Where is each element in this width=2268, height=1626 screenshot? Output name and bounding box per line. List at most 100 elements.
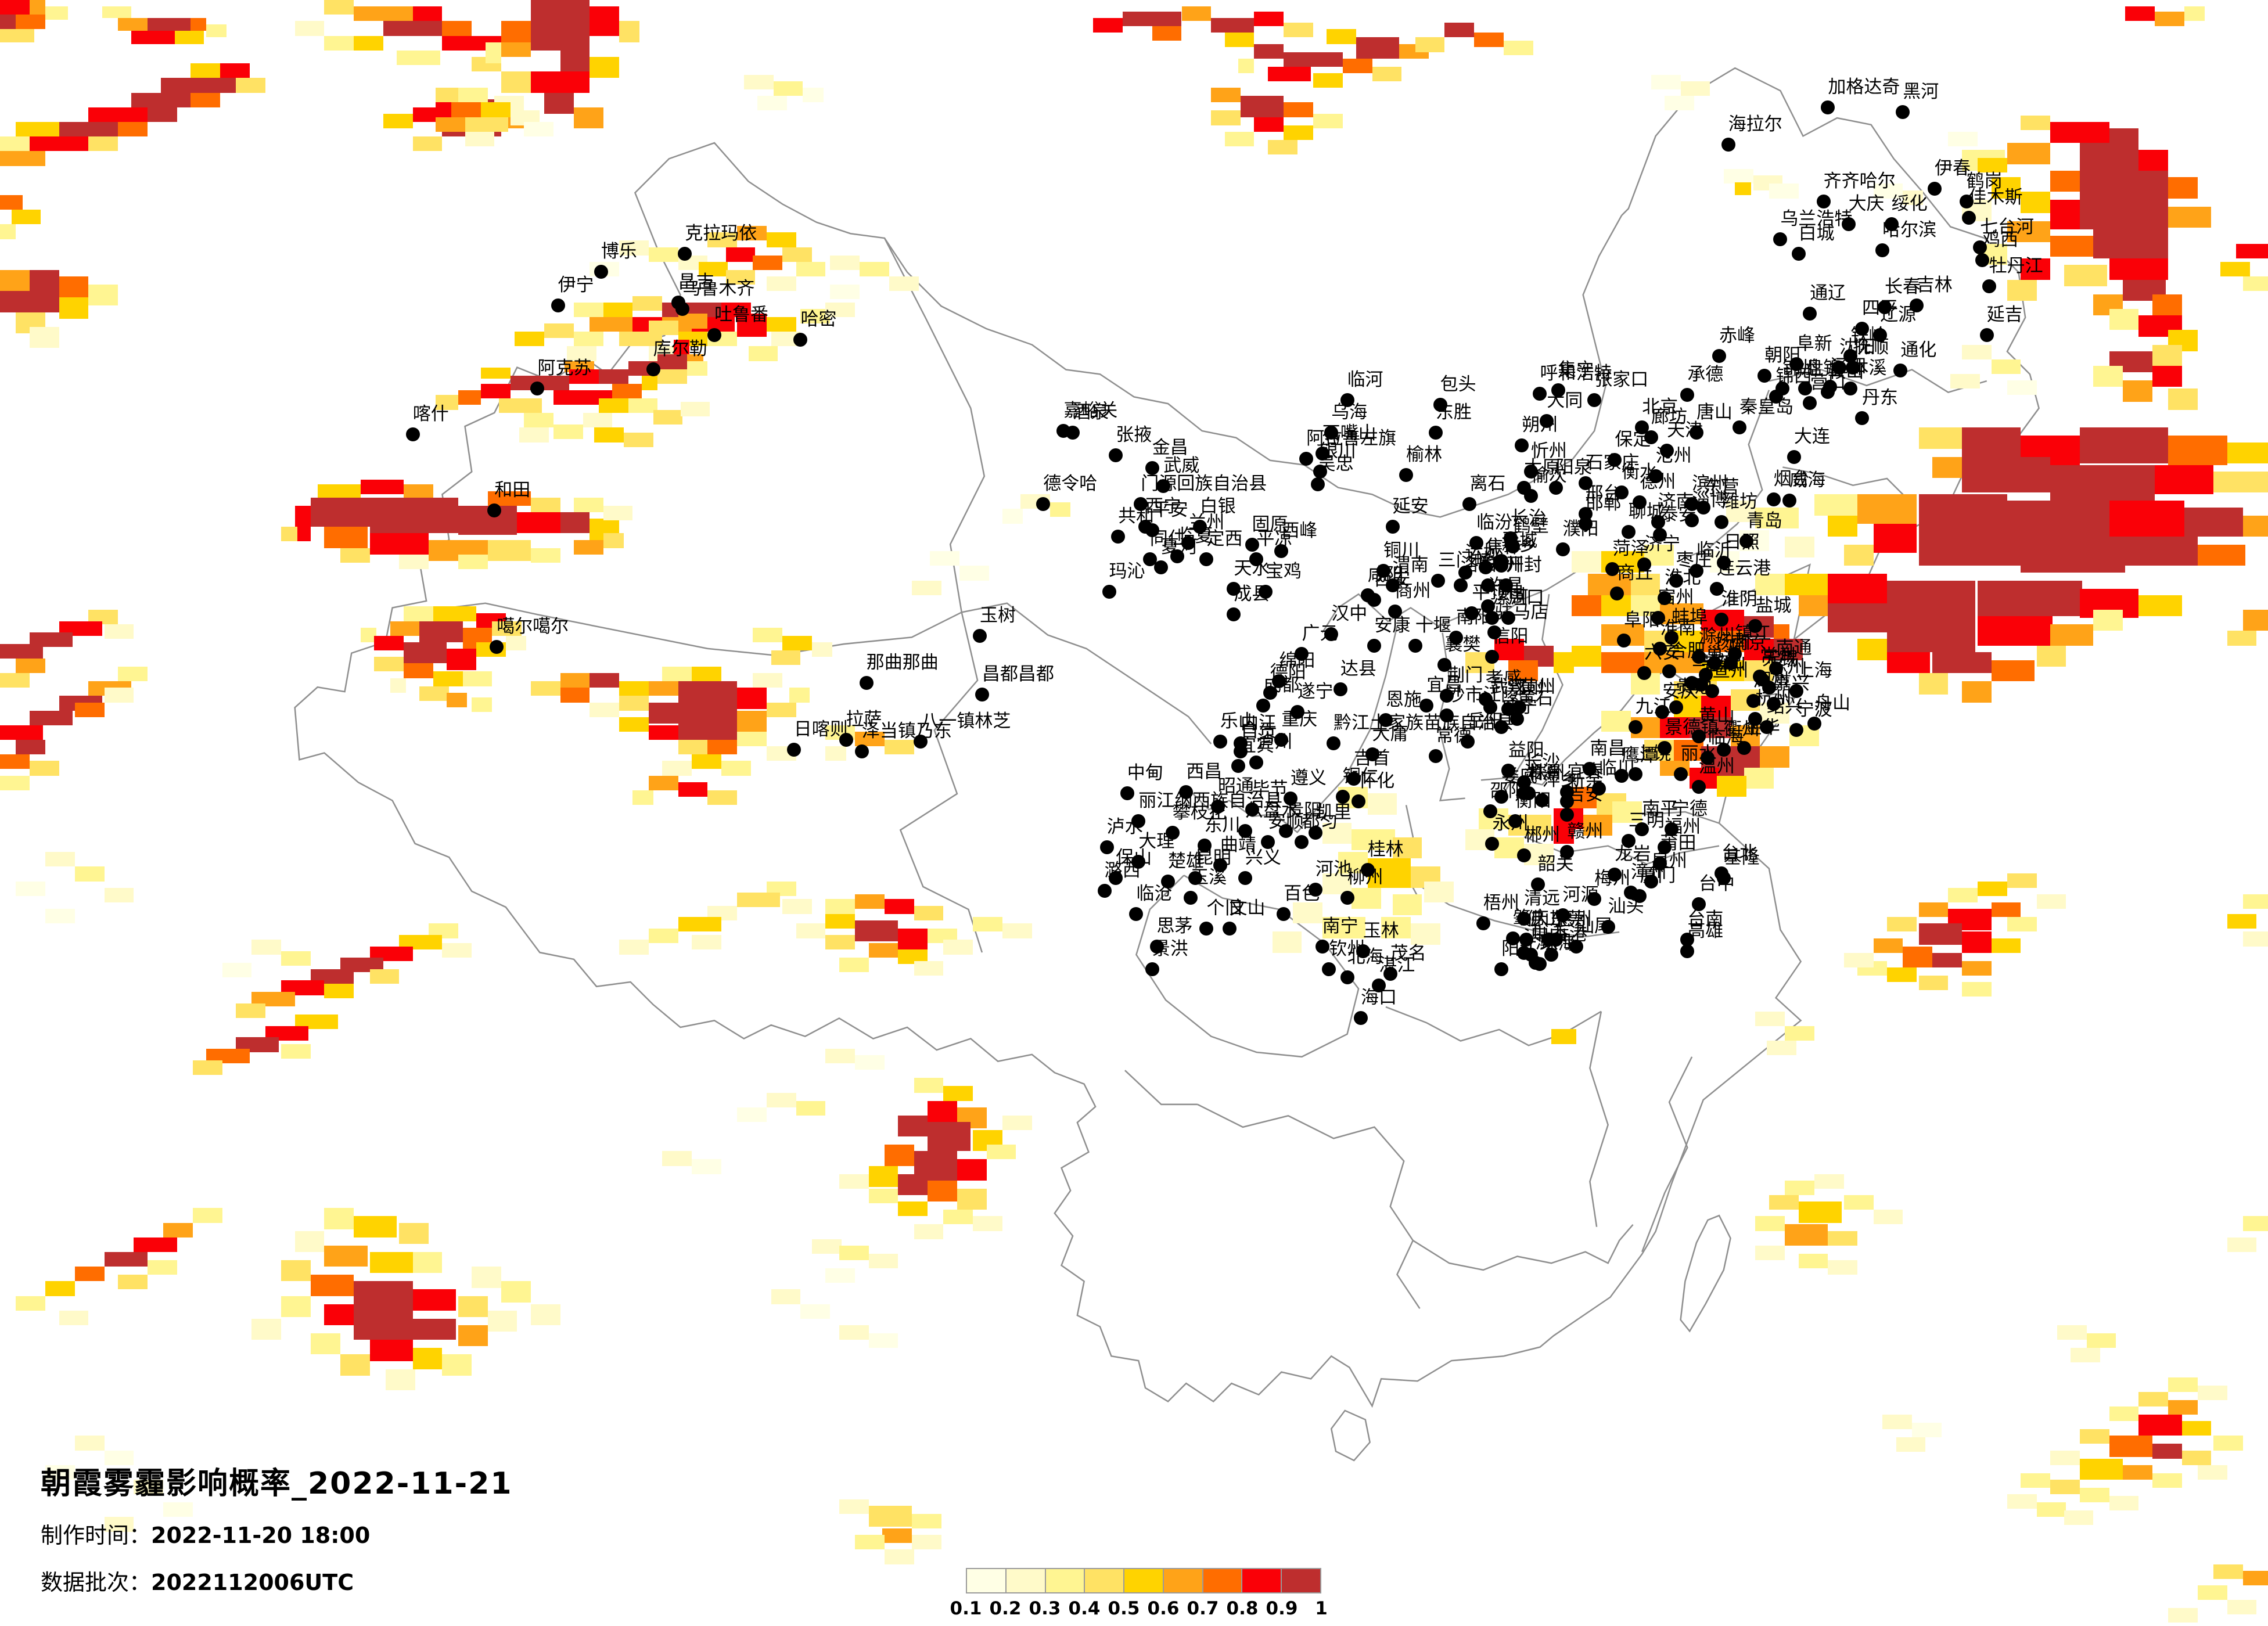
city-marker: 榆次 <box>1523 467 1567 503</box>
heat-cell <box>594 427 624 443</box>
city-marker: 噶尔噶尔 <box>490 618 569 654</box>
city-dot <box>1299 451 1314 466</box>
city-dot <box>1979 328 1994 342</box>
city-label: 乌海 <box>1331 401 1368 423</box>
city-dot <box>1855 411 1869 425</box>
heat-cell <box>825 913 856 929</box>
heat-cell <box>222 962 252 977</box>
city-label: 博乐 <box>601 240 637 262</box>
heat-cell <box>1651 74 1681 89</box>
heat-cell <box>1367 858 1411 888</box>
city-marker: 丹东 <box>1855 388 1898 425</box>
city-marker: 十堰 <box>1408 616 1451 653</box>
heat-cell <box>0 754 30 769</box>
heat-cell <box>1660 603 1703 625</box>
city-marker: 吉安 <box>1560 785 1603 822</box>
heat-cell <box>324 1245 368 1267</box>
heat-cell <box>501 71 531 93</box>
heat-cell <box>868 943 898 958</box>
city-label: 海口 <box>1361 987 1397 1008</box>
heat-cell <box>383 114 413 129</box>
city-dot <box>1662 664 1677 679</box>
city-dot <box>1099 840 1114 854</box>
heat-cell <box>530 71 590 93</box>
heat-cell <box>943 940 973 955</box>
city-dot <box>1628 767 1642 781</box>
city-dot <box>1587 892 1602 906</box>
heat-cell <box>2007 221 2051 243</box>
city-label: 东胜 <box>1435 401 1472 423</box>
heat-cell <box>59 297 89 319</box>
legend-tick-label: 0.8 <box>1226 1598 1259 1619</box>
heat-cell <box>2236 244 2268 259</box>
city-dot <box>1385 520 1400 534</box>
city-label: 玉林 <box>1363 920 1399 941</box>
heat-cell <box>29 761 59 776</box>
city-marker: 泽当镇乃东 <box>854 722 952 758</box>
heat-cell <box>653 409 683 425</box>
city-marker: 烟台 <box>1766 470 1810 506</box>
heat-cell <box>2184 6 2205 21</box>
city-label: 临沧 <box>1136 883 1173 904</box>
city-marker: 乌鲁木齐 <box>675 280 754 316</box>
city-label: 潍坊 <box>1721 491 1757 512</box>
heat-cell <box>648 775 678 790</box>
heat-cell <box>515 332 545 347</box>
city-dot <box>1975 253 1989 267</box>
heat-cell <box>530 0 590 21</box>
city-dot <box>1712 349 1726 364</box>
heat-cell <box>485 42 501 64</box>
heat-cell <box>74 1436 105 1451</box>
city-label: 青岛 <box>1746 510 1782 532</box>
city-label: 成都 <box>1263 675 1300 696</box>
legend-tick-label: 0.6 <box>1147 1598 1180 1619</box>
city-dot <box>1533 386 1547 401</box>
city-label: 沧州 <box>1655 445 1692 467</box>
city-label: 鸡西 <box>1982 229 2018 250</box>
city-marker: 喀什 <box>405 405 449 441</box>
heat-cell <box>573 107 603 129</box>
province-boundary-line <box>1641 1056 1693 1253</box>
heat-cell <box>648 928 678 943</box>
heat-cell <box>294 21 325 36</box>
heat-cell <box>465 131 495 146</box>
heat-cell <box>206 24 227 38</box>
city-label: 黔江土家族苗族自治县 <box>1334 712 1514 733</box>
heat-cell <box>251 940 282 955</box>
heat-cell <box>435 395 458 410</box>
city-dot <box>1610 587 1624 600</box>
city-label: 十堰 <box>1415 614 1451 636</box>
city-marker: 夏河 <box>1154 538 1197 575</box>
heat-cell <box>590 317 633 332</box>
heat-cell <box>1267 66 1311 81</box>
heat-cell <box>619 696 649 711</box>
city-marker: 茂名 <box>1383 945 1426 981</box>
heat-cell <box>412 136 443 152</box>
city-dot <box>859 676 874 690</box>
heat-cell <box>1254 11 1284 26</box>
heat-cell <box>619 717 649 732</box>
heat-cell <box>1504 41 1533 56</box>
heat-cell <box>310 497 370 527</box>
heat-cell <box>324 0 354 15</box>
city-marker: 文山 <box>1222 899 1266 936</box>
city-dot <box>1893 364 1908 378</box>
city-marker: 朔州 <box>1515 416 1558 453</box>
heat-cell <box>369 497 458 534</box>
heat-cell <box>1744 639 1774 660</box>
city-label: 潞西 <box>1104 860 1141 882</box>
heat-cell <box>472 697 493 713</box>
heat-cell <box>480 383 511 398</box>
city-marker: 宁波 <box>1789 701 1832 738</box>
heat-cell <box>16 881 46 896</box>
city-marker: 柳州 <box>1340 868 1383 905</box>
city-marker: 哈尔滨 <box>1875 221 1936 258</box>
city-marker: 临沧 <box>1129 884 1172 921</box>
heat-cell <box>1978 616 2053 646</box>
heat-cell <box>1410 923 1440 945</box>
heat-cell <box>914 905 944 920</box>
heat-cell <box>383 21 443 36</box>
city-marker: 齐齐哈尔 <box>1816 172 1896 209</box>
city-marker: 郴州 <box>1517 826 1560 862</box>
province-boundary-line <box>1412 1224 1634 1271</box>
